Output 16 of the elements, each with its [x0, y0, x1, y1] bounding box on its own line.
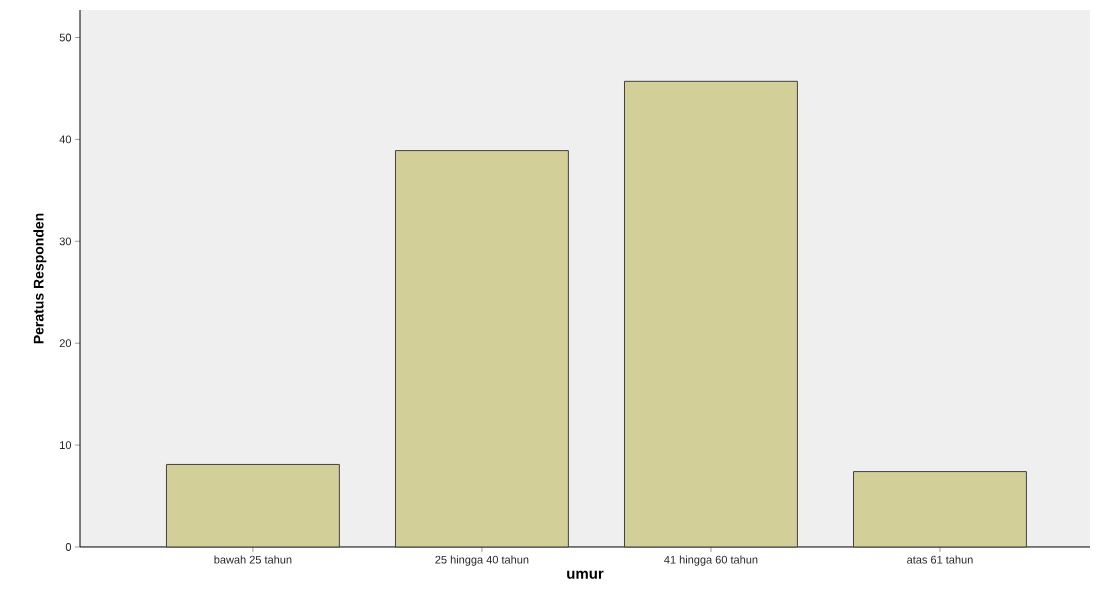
x-axis-title: umur — [567, 570, 604, 579]
bar — [624, 80, 798, 548]
bar — [165, 463, 340, 548]
x-tick-label: 41 hingga 60 tahun — [664, 555, 758, 566]
y-tick-label: 20 — [59, 339, 72, 348]
bar — [394, 150, 569, 548]
y-tick-label: 40 — [59, 135, 72, 144]
y-tick-label: 30 — [59, 237, 72, 246]
x-tick-label: atas 61 tahun — [907, 555, 973, 564]
bar — [853, 471, 1027, 548]
y-tick-label: 10 — [60, 441, 72, 449]
x-tick-label: 25 hingga 40 tahun — [435, 555, 529, 566]
y-axis-title: Peratus Responden — [33, 213, 47, 344]
y-tick-label: 50 — [59, 33, 72, 42]
y-tick-label: 0 — [65, 543, 72, 551]
x-tick-label: bawah 25 tahun — [214, 555, 292, 564]
